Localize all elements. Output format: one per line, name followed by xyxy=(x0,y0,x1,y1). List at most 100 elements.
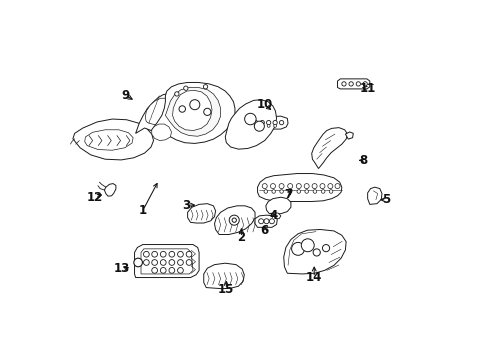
Circle shape xyxy=(190,100,200,110)
Circle shape xyxy=(329,190,333,193)
Circle shape xyxy=(356,82,361,86)
Circle shape xyxy=(270,219,274,224)
Circle shape xyxy=(177,267,183,273)
Text: 6: 6 xyxy=(261,224,269,237)
Circle shape xyxy=(169,251,175,257)
Text: 3: 3 xyxy=(182,199,190,212)
Circle shape xyxy=(152,267,157,273)
Circle shape xyxy=(313,249,320,256)
Circle shape xyxy=(152,251,157,257)
Text: 8: 8 xyxy=(359,154,368,167)
Circle shape xyxy=(229,215,239,225)
Text: 9: 9 xyxy=(122,89,130,102)
Polygon shape xyxy=(258,174,342,202)
Circle shape xyxy=(264,190,268,193)
Polygon shape xyxy=(136,93,185,134)
Circle shape xyxy=(175,92,179,96)
Polygon shape xyxy=(85,130,133,150)
Circle shape xyxy=(292,242,304,255)
Circle shape xyxy=(169,260,175,265)
Circle shape xyxy=(270,184,275,189)
Circle shape xyxy=(204,108,211,116)
Circle shape xyxy=(259,219,264,224)
Polygon shape xyxy=(146,98,177,126)
Text: 14: 14 xyxy=(306,271,322,284)
Polygon shape xyxy=(152,82,235,143)
Circle shape xyxy=(297,190,300,193)
Circle shape xyxy=(288,184,293,189)
Polygon shape xyxy=(204,263,245,289)
Polygon shape xyxy=(188,204,216,223)
Circle shape xyxy=(274,125,276,127)
Circle shape xyxy=(335,184,340,189)
Polygon shape xyxy=(73,119,153,160)
Circle shape xyxy=(134,258,143,267)
Circle shape xyxy=(177,260,183,265)
Circle shape xyxy=(152,260,157,265)
Circle shape xyxy=(321,190,325,193)
Polygon shape xyxy=(273,213,281,219)
Text: 1: 1 xyxy=(139,204,147,217)
Circle shape xyxy=(184,86,188,90)
Polygon shape xyxy=(248,116,288,129)
Circle shape xyxy=(144,260,149,265)
Circle shape xyxy=(322,244,330,252)
Circle shape xyxy=(267,125,270,127)
Polygon shape xyxy=(152,124,172,140)
Circle shape xyxy=(144,251,149,257)
Circle shape xyxy=(272,190,275,193)
Polygon shape xyxy=(345,132,353,139)
Circle shape xyxy=(160,267,166,273)
Circle shape xyxy=(280,190,283,193)
Polygon shape xyxy=(225,100,276,149)
Circle shape xyxy=(186,260,192,265)
Circle shape xyxy=(305,190,309,193)
Polygon shape xyxy=(284,229,346,274)
Circle shape xyxy=(304,184,309,189)
Text: 11: 11 xyxy=(360,82,376,95)
Circle shape xyxy=(279,184,284,189)
Circle shape xyxy=(254,125,257,127)
Circle shape xyxy=(267,121,271,125)
Circle shape xyxy=(328,184,333,189)
Circle shape xyxy=(273,121,277,125)
Circle shape xyxy=(342,82,346,86)
Circle shape xyxy=(301,239,314,252)
Circle shape xyxy=(279,121,284,125)
Circle shape xyxy=(169,267,175,273)
Polygon shape xyxy=(215,206,255,234)
Circle shape xyxy=(160,260,166,265)
Circle shape xyxy=(261,125,264,127)
Polygon shape xyxy=(338,79,370,89)
Circle shape xyxy=(320,184,325,189)
Circle shape xyxy=(203,85,208,89)
Polygon shape xyxy=(266,197,291,214)
Text: 15: 15 xyxy=(218,283,235,296)
Circle shape xyxy=(289,190,292,193)
Polygon shape xyxy=(135,244,199,278)
Polygon shape xyxy=(166,87,220,136)
Text: 2: 2 xyxy=(237,231,245,244)
Circle shape xyxy=(313,190,317,193)
Text: 12: 12 xyxy=(87,191,103,204)
Polygon shape xyxy=(255,215,277,227)
Circle shape xyxy=(296,184,301,189)
Polygon shape xyxy=(172,90,212,131)
Circle shape xyxy=(245,113,256,125)
Polygon shape xyxy=(368,187,382,204)
Circle shape xyxy=(349,82,353,86)
Circle shape xyxy=(232,218,236,222)
Circle shape xyxy=(254,121,265,131)
Circle shape xyxy=(363,82,368,86)
Circle shape xyxy=(179,106,186,112)
Circle shape xyxy=(312,184,317,189)
Text: 10: 10 xyxy=(257,98,273,111)
Text: 4: 4 xyxy=(270,210,278,222)
Text: 5: 5 xyxy=(383,193,391,206)
Circle shape xyxy=(160,251,166,257)
Polygon shape xyxy=(104,184,116,196)
Polygon shape xyxy=(312,128,347,168)
Circle shape xyxy=(177,251,183,257)
Circle shape xyxy=(186,251,192,257)
Text: 7: 7 xyxy=(284,188,292,201)
